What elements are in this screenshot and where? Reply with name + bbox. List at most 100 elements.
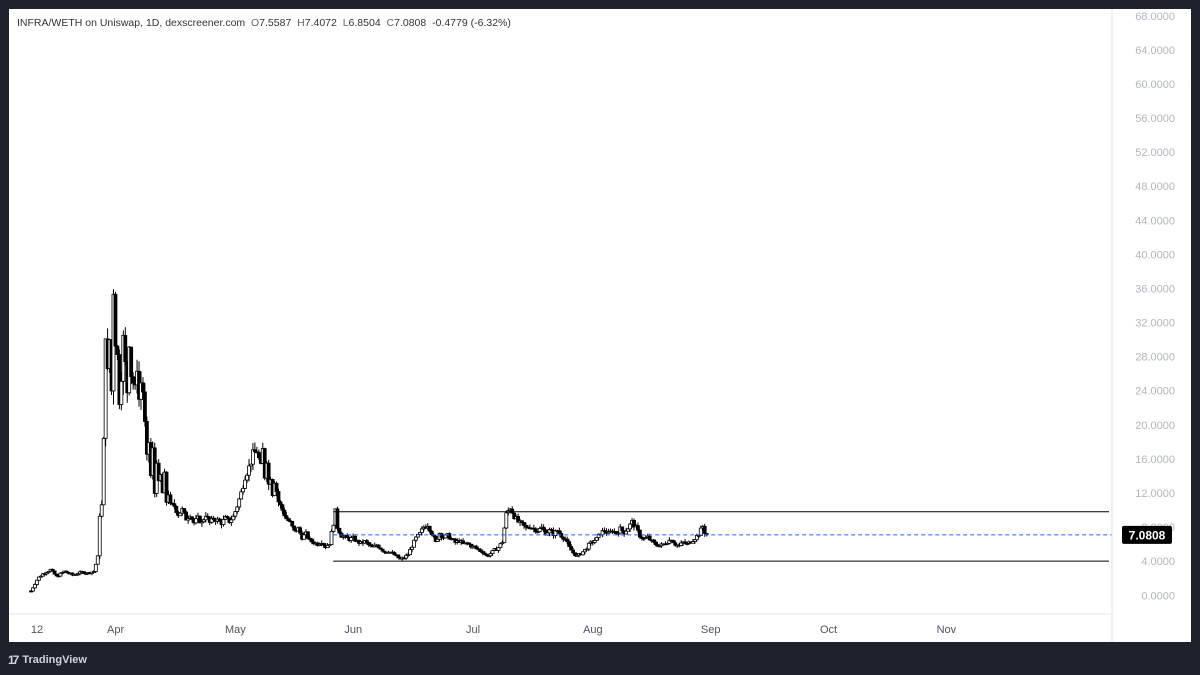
candle-body-down bbox=[280, 504, 285, 511]
candle-body-up bbox=[596, 533, 601, 539]
y-tick-label: 36.0000 bbox=[1135, 283, 1175, 295]
candle-body-up bbox=[349, 537, 354, 541]
candle-body-up bbox=[221, 518, 226, 526]
candle-body-down bbox=[113, 293, 118, 347]
candle-body-up bbox=[406, 554, 411, 557]
candle-body-up bbox=[547, 529, 552, 534]
candle-body-down bbox=[380, 548, 385, 552]
candle-body-down bbox=[129, 346, 134, 378]
y-tick-label: 40.0000 bbox=[1135, 249, 1175, 261]
y-tick-label: 56.0000 bbox=[1135, 113, 1175, 125]
y-tick-label: 20.0000 bbox=[1135, 420, 1175, 432]
candle-body-down bbox=[290, 521, 295, 527]
candle-body-down bbox=[567, 541, 572, 547]
y-tick-label: 12.0000 bbox=[1135, 488, 1175, 500]
time-axis[interactable]: 12 Apr May Jun Jul Aug Sep Oct Nov bbox=[31, 624, 957, 636]
candle-body-down bbox=[168, 494, 173, 504]
candle-body-up bbox=[245, 474, 249, 481]
candle-body-down bbox=[298, 527, 302, 534]
x-tick-label: Nov bbox=[937, 624, 957, 636]
candle-body-up bbox=[101, 437, 106, 506]
candle-body-up bbox=[233, 511, 238, 517]
x-tick-label: Jun bbox=[344, 624, 362, 636]
candle-body-up bbox=[235, 506, 240, 512]
candle-body-down bbox=[284, 515, 289, 520]
candle-body-down bbox=[520, 520, 524, 523]
candle-body-down bbox=[335, 508, 340, 529]
candle-body-up bbox=[537, 528, 542, 533]
high-value: 7.4072 bbox=[304, 17, 337, 29]
candle-body-up bbox=[698, 527, 703, 536]
candle-body-down bbox=[653, 541, 658, 546]
x-tick-label: Oct bbox=[820, 624, 837, 636]
candle-body-up bbox=[194, 518, 198, 524]
candle-body-down bbox=[482, 552, 487, 555]
symbol-legend: INFRA/WETH on Uniswap, 1D, dexscreener.c… bbox=[17, 17, 511, 29]
candle-body-down bbox=[141, 382, 145, 393]
y-tick-label: 44.0000 bbox=[1135, 215, 1175, 227]
candle-body-down bbox=[266, 462, 271, 485]
candle-body-down bbox=[115, 345, 120, 355]
y-tick-label: 32.0000 bbox=[1135, 318, 1175, 330]
candle-body-up bbox=[643, 537, 648, 539]
candle-body-up bbox=[97, 515, 102, 557]
chart-frame: 68.0000 64.0000 60.0000 56.0000 52.0000 48.00… bbox=[9, 9, 1191, 642]
candle-body-down bbox=[533, 528, 538, 533]
y-tick-label: 48.0000 bbox=[1135, 181, 1175, 193]
candle-body-up bbox=[496, 547, 501, 551]
candle-body-up bbox=[60, 572, 65, 574]
candle-body-down bbox=[396, 554, 401, 559]
y-tick-label: 52.0000 bbox=[1135, 147, 1175, 159]
plot-area bbox=[29, 289, 1112, 593]
candle-body-up bbox=[243, 479, 247, 489]
last-price-label-text: 7.0808 bbox=[1129, 528, 1166, 542]
candle-body-down bbox=[225, 516, 230, 519]
candle-body-down bbox=[702, 525, 707, 534]
candle-body-down bbox=[309, 538, 314, 543]
candle-body-down bbox=[433, 535, 438, 542]
candle-body-down bbox=[156, 462, 161, 482]
last-price-label: 7.0808 bbox=[1122, 525, 1172, 544]
candle-body-up bbox=[582, 549, 587, 553]
candle-body-up bbox=[416, 533, 420, 538]
candle-body-down bbox=[636, 525, 640, 531]
candle-body-up bbox=[500, 541, 505, 545]
x-tick-label: Jul bbox=[466, 624, 480, 636]
candle-body-up bbox=[408, 549, 412, 556]
candle-body-up bbox=[231, 515, 236, 521]
candle-body-up bbox=[419, 528, 424, 534]
candle-body-down bbox=[50, 568, 55, 572]
candle-body-up bbox=[34, 579, 39, 585]
candle-body-down bbox=[429, 530, 434, 536]
candle-body-down bbox=[571, 549, 576, 554]
y-tick-label: 4.0000 bbox=[1141, 556, 1175, 568]
candle-body-down bbox=[172, 503, 177, 507]
candle-body-up bbox=[410, 546, 414, 550]
candle-body-up bbox=[31, 587, 35, 592]
candle-body-up bbox=[329, 531, 334, 546]
y-tick-label: 68.0000 bbox=[1135, 11, 1175, 23]
tradingview-logo-icon: 17 bbox=[8, 653, 19, 667]
candle-body-down bbox=[474, 546, 479, 550]
candle-body-down bbox=[282, 509, 287, 517]
candle-body-down bbox=[144, 421, 149, 455]
candle-body-down bbox=[510, 508, 515, 514]
candle-body-up bbox=[33, 584, 37, 589]
candle-body-down bbox=[427, 525, 432, 532]
candle-body-down bbox=[569, 546, 574, 551]
brand-name: TradingView bbox=[22, 654, 87, 666]
candle-body-down bbox=[306, 531, 310, 539]
candlestick-chart[interactable]: 68.0000 64.0000 60.0000 56.0000 52.0000 48.00… bbox=[9, 9, 1191, 642]
candle-body-down bbox=[382, 550, 387, 553]
candle-body-up bbox=[93, 563, 98, 572]
open-key: O bbox=[251, 17, 260, 29]
change-value: -0.4779 (-6.32%) bbox=[432, 17, 511, 29]
candle-body-up bbox=[624, 530, 629, 535]
high-key: H bbox=[297, 17, 305, 29]
candle-body-up bbox=[38, 575, 43, 578]
candle-body-down bbox=[673, 542, 678, 546]
x-tick-label: Sep bbox=[701, 624, 721, 636]
price-axis[interactable]: 68.0000 64.0000 60.0000 56.0000 52.0000 48.00… bbox=[1135, 11, 1175, 602]
y-tick-label: 0.0000 bbox=[1141, 590, 1175, 602]
tradingview-footer[interactable]: 17 TradingView bbox=[8, 652, 87, 668]
